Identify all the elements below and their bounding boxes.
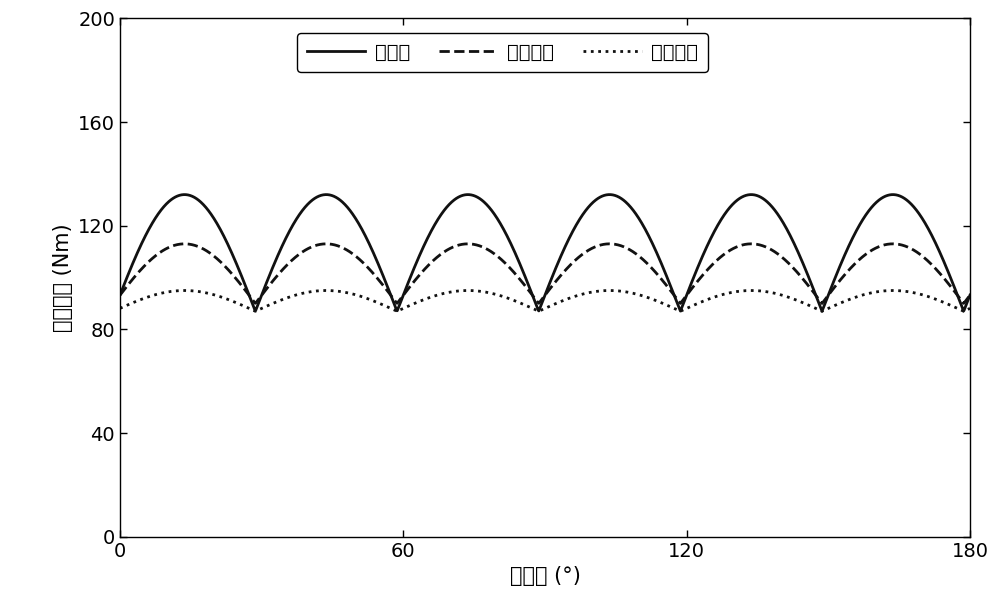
原电机 xyxy=(320,191,332,198)
二次偏移 xyxy=(964,305,976,312)
原电机 xyxy=(816,307,828,315)
一次偏移 xyxy=(816,300,828,307)
一次偏移 xyxy=(505,266,517,273)
原电机 xyxy=(505,241,517,248)
原电机 xyxy=(784,231,796,239)
一次偏移 xyxy=(940,277,952,284)
一次偏移 xyxy=(964,292,976,299)
一次偏移 xyxy=(114,292,126,299)
二次偏移 xyxy=(940,300,952,307)
原电机 xyxy=(940,264,952,271)
X-axis label: 电角度 (°): 电角度 (°) xyxy=(510,566,580,586)
原电机 xyxy=(528,295,540,302)
一次偏移 xyxy=(940,277,952,284)
二次偏移 xyxy=(940,300,952,307)
二次偏移 xyxy=(157,289,169,296)
Y-axis label: 磁阻转矩 (Nm): 磁阻转矩 (Nm) xyxy=(53,223,73,332)
Line: 原电机: 原电机 xyxy=(120,195,970,311)
一次偏移 xyxy=(784,260,796,268)
二次偏移 xyxy=(505,296,517,303)
二次偏移 xyxy=(320,287,332,294)
原电机 xyxy=(940,262,952,270)
一次偏移 xyxy=(528,293,540,301)
Line: 二次偏移: 二次偏移 xyxy=(120,290,970,311)
原电机 xyxy=(114,292,126,299)
一次偏移 xyxy=(157,246,169,254)
二次偏移 xyxy=(528,306,540,313)
原电机 xyxy=(964,292,976,299)
一次偏移 xyxy=(320,240,332,248)
二次偏移 xyxy=(784,294,796,301)
二次偏移 xyxy=(114,305,126,312)
原电机 xyxy=(157,204,169,211)
二次偏移 xyxy=(816,307,828,315)
Legend: 原电机, 一次偏移, 二次偏移: 原电机, 一次偏移, 二次偏移 xyxy=(297,33,708,71)
Line: 一次偏移: 一次偏移 xyxy=(120,244,970,303)
